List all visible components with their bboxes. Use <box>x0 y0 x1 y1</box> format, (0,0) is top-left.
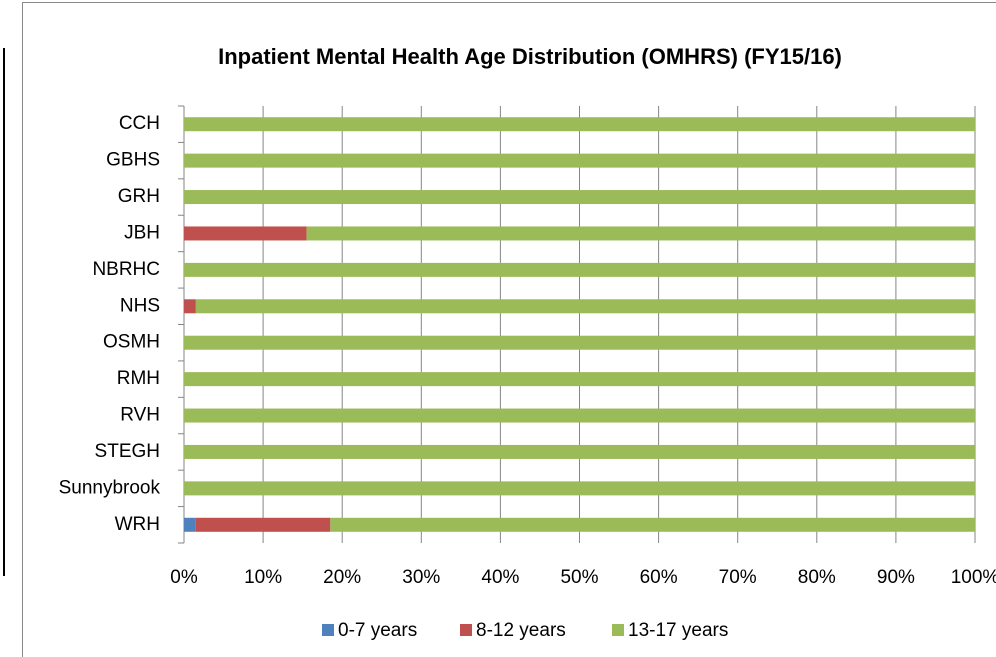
bar-segment <box>184 299 196 314</box>
y-tick-label: GRH <box>118 186 160 207</box>
y-tick-label: WRH <box>115 514 160 535</box>
bar-segment <box>195 299 976 314</box>
x-tick-label: 20% <box>323 567 361 588</box>
bar-segment <box>184 517 196 532</box>
bar-segment <box>184 444 975 459</box>
x-tick-label: 100% <box>951 567 996 588</box>
bar-segment <box>195 517 331 532</box>
legend-swatch <box>612 624 624 636</box>
bar-segment <box>184 153 975 168</box>
x-tick-label: 50% <box>560 567 598 588</box>
x-tick-label: 70% <box>719 567 757 588</box>
y-tick-label: NHS <box>120 295 160 316</box>
bar-segment <box>184 226 307 241</box>
y-tick-label: Sunnybrook <box>59 477 161 498</box>
legend-label: 13-17 years <box>628 620 728 641</box>
bar-segment <box>330 517 976 532</box>
y-tick-label: RMH <box>117 368 160 389</box>
bar-segment <box>306 226 976 241</box>
legend-swatch <box>322 624 334 636</box>
bar-segment <box>184 408 975 423</box>
y-tick-label: STEGH <box>95 441 160 462</box>
bar-segment <box>184 190 975 205</box>
y-tick-label: CCH <box>119 113 160 134</box>
x-tick-label: 10% <box>244 567 282 588</box>
bar-segment <box>184 372 975 387</box>
chart-title: Inpatient Mental Health Age Distribution… <box>218 44 842 69</box>
legend-label: 8-12 years <box>476 620 566 641</box>
x-tick-label: 30% <box>402 567 440 588</box>
bar-segment <box>184 335 975 350</box>
bar-segment <box>184 481 975 496</box>
x-tick-label: 80% <box>798 567 836 588</box>
x-tick-label: 0% <box>170 567 198 588</box>
x-tick-label: 40% <box>481 567 519 588</box>
y-tick-label: RVH <box>120 405 160 426</box>
bar-segment <box>184 117 975 132</box>
chart-frame <box>22 2 996 657</box>
x-tick-label: 60% <box>640 567 678 588</box>
legend-label: 0-7 years <box>338 620 417 641</box>
y-tick-label: JBH <box>124 222 160 243</box>
legend-swatch <box>460 624 472 636</box>
x-tick-label: 90% <box>877 567 915 588</box>
y-tick-label: OSMH <box>103 332 160 353</box>
y-tick-label: NBRHC <box>92 259 160 280</box>
bar-segment <box>184 262 975 277</box>
y-tick-label: GBHS <box>106 150 160 171</box>
